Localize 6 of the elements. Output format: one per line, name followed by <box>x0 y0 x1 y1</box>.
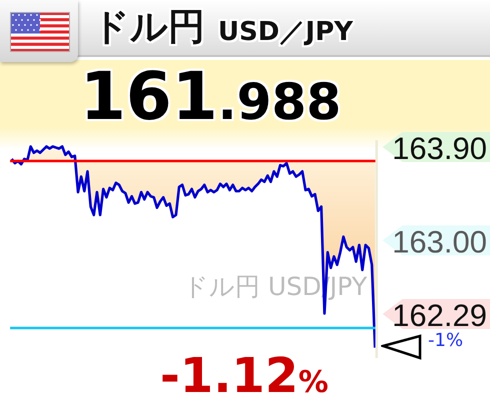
chart-subtitle: USD／JPY <box>218 17 353 47</box>
y-tick-label: 163.90 <box>392 131 487 166</box>
annotation: -1.12% <box>160 348 328 404</box>
text: 161.988 <box>80 58 342 135</box>
y-tick-label: 163.00 <box>392 224 487 260</box>
chart-title: ドル円 <box>92 5 205 48</box>
